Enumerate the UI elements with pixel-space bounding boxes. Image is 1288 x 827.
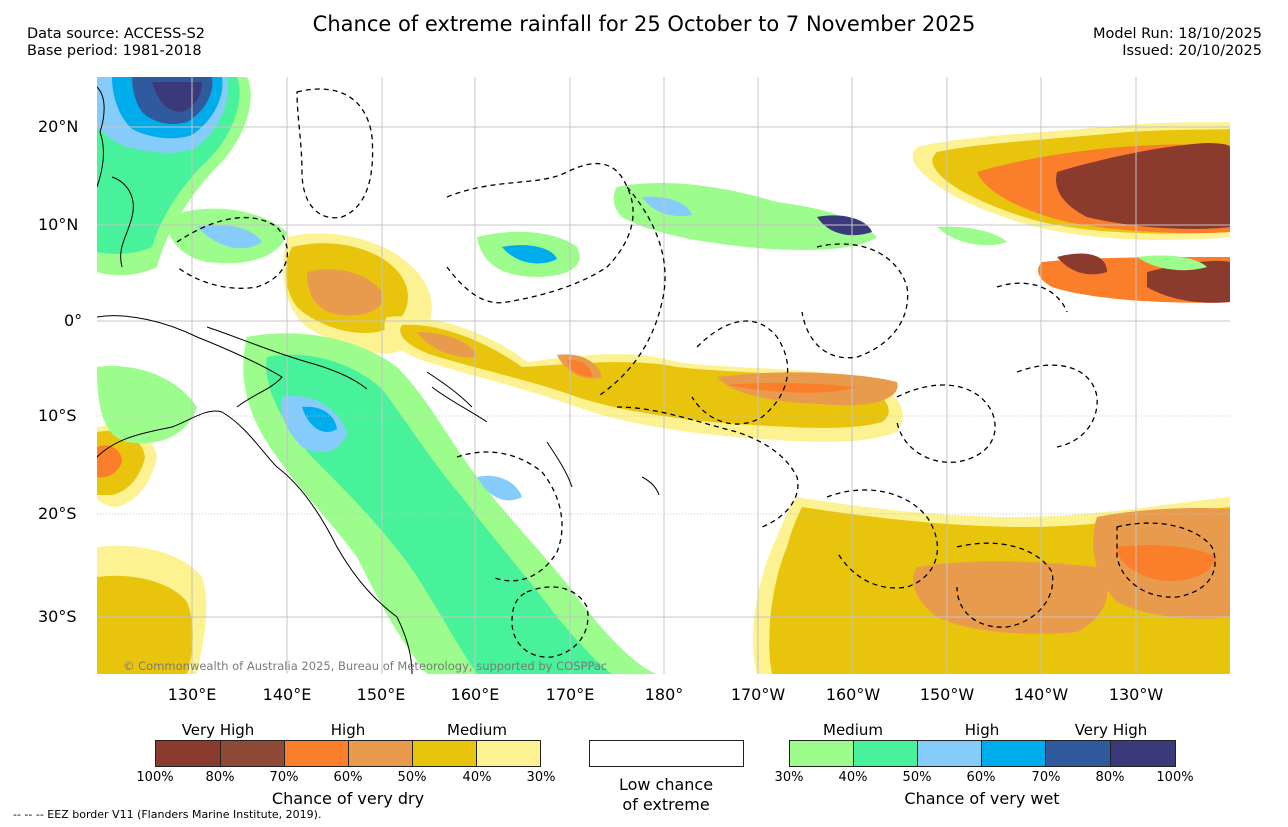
dry-tick-80: 80% — [205, 770, 235, 785]
low-chance-label-line1: Low chance — [618, 775, 714, 794]
wet-tick-70: 70% — [1031, 770, 1061, 785]
dry-swatch-100-80 — [155, 740, 221, 767]
wet-swatch-80-100 — [1110, 740, 1176, 767]
dry-category-medium: Medium — [447, 721, 507, 739]
lon-label-160e: 160°E — [450, 685, 500, 704]
lon-label-170w: 170°W — [730, 685, 786, 704]
low-chance-swatch — [589, 740, 744, 767]
wet-category-very-high: Very High — [1074, 721, 1148, 739]
graticule — [97, 77, 1230, 674]
lon-label-130e: 130°E — [167, 685, 217, 704]
dry-swatch-40-30 — [476, 740, 541, 767]
dry-category-very-high: Very High — [181, 721, 255, 739]
dry-tick-60: 60% — [333, 770, 363, 785]
lon-label-160w: 160°W — [825, 685, 881, 704]
model-run-text: Model Run: 18/10/2025 — [1092, 26, 1262, 42]
dry-tick-100: 100% — [136, 770, 174, 785]
wet-swatch-50-60 — [917, 740, 982, 767]
dry-swatch-50-40 — [412, 740, 477, 767]
eez-footnote: -- -- -- EEZ border V11 (Flanders Marine… — [13, 808, 322, 821]
wet-tick-50: 50% — [902, 770, 932, 785]
dry-tick-70: 70% — [269, 770, 299, 785]
lat-label-10n: 10°N — [38, 215, 79, 234]
wet-swatch-60-70 — [981, 740, 1046, 767]
lon-label-130w: 130°W — [1108, 685, 1164, 704]
copyright-text: © Commonwealth of Australia 2025, Bureau… — [123, 659, 608, 673]
wet-category-medium: Medium — [823, 721, 883, 739]
dry-tick-30: 30% — [526, 770, 556, 785]
dry-category-high: High — [330, 721, 366, 739]
dry-swatch-60-50 — [348, 740, 413, 767]
lat-label-20n: 20°N — [38, 117, 79, 136]
issued-text: Issued: 20/10/2025 — [1122, 43, 1262, 59]
data-source-text: Data source: ACCESS-S2 — [27, 26, 206, 42]
dry-swatch-70-60 — [284, 740, 349, 767]
lon-label-180: 180° — [644, 685, 684, 704]
rainfall-map — [97, 77, 1230, 674]
dry-legend-title: Chance of very dry — [271, 789, 425, 808]
wet-legend-title: Chance of very wet — [904, 789, 1060, 808]
dry-tick-50: 50% — [397, 770, 427, 785]
wet-swatch-30-40 — [789, 740, 854, 767]
lon-label-140e: 140°E — [262, 685, 312, 704]
lon-label-140w: 140°W — [1013, 685, 1069, 704]
wet-category-high: High — [964, 721, 1000, 739]
wet-swatch-70-80 — [1045, 740, 1111, 767]
eez-borders — [176, 88, 1216, 658]
lon-label-150w: 150°W — [919, 685, 975, 704]
lat-label-30s: 30°S — [38, 607, 77, 626]
wet-tick-30: 30% — [774, 770, 804, 785]
dry-swatch-80-70 — [220, 740, 285, 767]
lat-label-equator: 0° — [64, 311, 83, 330]
dry-tick-40: 40% — [462, 770, 492, 785]
map-title: Chance of extreme rainfall for 25 Octobe… — [312, 12, 976, 36]
wet-tick-100: 100% — [1156, 770, 1194, 785]
land-coastline — [97, 86, 660, 674]
wet-swatch-40-50 — [853, 740, 918, 767]
wet-tick-60: 60% — [966, 770, 996, 785]
low-chance-label-line2: of extreme — [622, 795, 710, 814]
lon-label-170e: 170°E — [545, 685, 595, 704]
wet-tick-80: 80% — [1095, 770, 1125, 785]
lat-label-20s: 20°S — [38, 504, 77, 523]
base-period-text: Base period: 1981-2018 — [27, 43, 202, 59]
wet-tick-40: 40% — [838, 770, 868, 785]
lon-label-150e: 150°E — [356, 685, 406, 704]
lat-label-10s: 10°S — [38, 406, 77, 425]
map-panel[interactable] — [97, 77, 1230, 674]
